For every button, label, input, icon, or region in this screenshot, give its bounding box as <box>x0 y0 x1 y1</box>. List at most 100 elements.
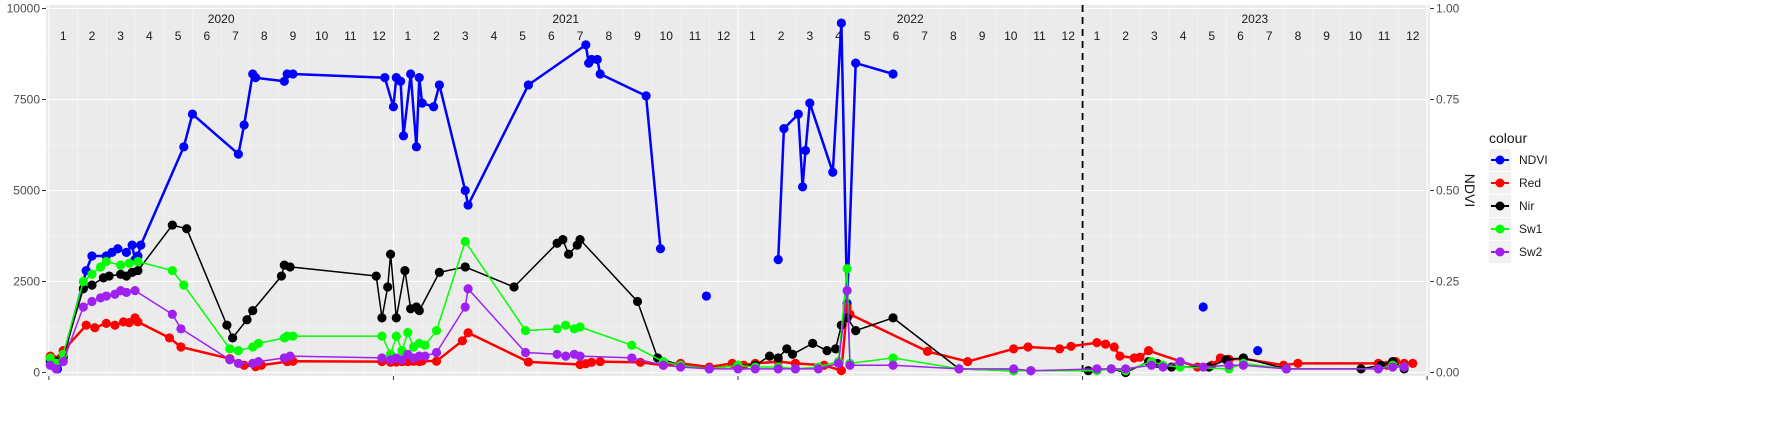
data-point-nir <box>782 344 792 354</box>
data-point-sw2 <box>397 355 407 365</box>
data-point-ndvi <box>793 109 803 119</box>
data-point-sw1 <box>101 256 111 267</box>
data-point-red <box>81 320 91 330</box>
month-label: 9 <box>290 29 297 43</box>
data-point-red <box>523 357 533 367</box>
data-point-red <box>176 342 186 352</box>
month-label: 11 <box>1033 29 1046 43</box>
data-point-ndvi <box>411 142 422 152</box>
data-point-sw1 <box>45 353 55 363</box>
series-ndvi <box>45 40 666 374</box>
data-point-sw2 <box>552 349 562 359</box>
data-point-sw2 <box>790 364 801 374</box>
legend-label: NDVI <box>1519 153 1548 167</box>
data-point-ndvi <box>417 98 427 108</box>
data-point-sw2 <box>101 291 111 301</box>
data-point-sw1 <box>403 327 413 338</box>
data-point-sw1 <box>575 322 585 332</box>
data-point-sw2 <box>130 286 140 296</box>
series-ndvi <box>1198 302 1208 312</box>
data-point-sw2 <box>813 364 823 374</box>
data-point-sw1 <box>627 340 637 350</box>
month-label: 7 <box>921 29 928 43</box>
data-point-sw1 <box>225 344 235 354</box>
legend-label: Sw2 <box>1519 245 1543 259</box>
month-label: 6 <box>893 29 900 43</box>
data-point-sw1 <box>288 331 298 341</box>
data-point-nir <box>509 282 519 292</box>
month-label: 2 <box>89 29 96 43</box>
data-point-red <box>1100 339 1111 349</box>
month-label: 2 <box>1122 29 1129 43</box>
month-label: 8 <box>261 29 268 43</box>
data-point-nir <box>182 224 192 234</box>
data-point-nir <box>228 333 238 343</box>
data-point-sw2 <box>431 347 442 358</box>
month-label: 4 <box>1180 29 1187 43</box>
right-axis-tick-label: 1.00 <box>1436 2 1460 16</box>
data-point-ndvi <box>641 91 651 101</box>
data-point-ndvi <box>396 76 406 86</box>
data-point-red <box>110 320 120 330</box>
data-point-sw2 <box>888 360 898 370</box>
data-point-sw2 <box>377 353 387 363</box>
month-label: 7 <box>1266 29 1273 43</box>
data-point-sw2 <box>1198 362 1208 372</box>
month-label: 5 <box>175 29 182 43</box>
data-point-red <box>1109 342 1119 352</box>
month-label: 10 <box>315 29 329 43</box>
data-point-sw2 <box>225 355 235 365</box>
axes: 0 2500 5000 7500 10000 0.00 0.25 0.50 0.75 1.00 <box>7 2 1460 380</box>
data-point-red <box>101 318 111 328</box>
data-point-nir <box>632 296 643 307</box>
data-point-sw1 <box>561 320 571 330</box>
data-point-sw2 <box>1106 364 1116 374</box>
data-point-nir <box>575 235 585 245</box>
data-point-sw1 <box>552 324 562 334</box>
legend-item-nir: Nir <box>1489 195 1534 217</box>
data-point-sw1 <box>431 326 442 336</box>
month-label: 8 <box>950 29 957 43</box>
month-label: 11 <box>344 29 357 43</box>
data-point-ndvi <box>460 185 470 196</box>
data-point-nir <box>285 262 295 272</box>
data-point-red <box>963 356 973 367</box>
legend: colour NDVI Red Nir Sw1 Sw2 <box>1489 130 1548 263</box>
data-point-sw1 <box>420 340 430 350</box>
data-point-ndvi <box>87 251 97 261</box>
data-point-sw2 <box>176 324 186 334</box>
data-point-sw2 <box>1224 360 1234 370</box>
month-label: 3 <box>806 29 813 43</box>
data-point-ndvi <box>239 120 249 130</box>
data-point-ndvi <box>773 255 783 265</box>
data-point-nir <box>822 346 832 356</box>
data-point-nir <box>167 220 177 230</box>
month-label: 5 <box>864 29 871 43</box>
data-point-ndvi <box>121 247 131 257</box>
month-label: 8 <box>605 29 612 43</box>
data-point-sw1 <box>253 338 264 348</box>
data-point-red <box>922 346 933 356</box>
data-point-nir <box>787 349 798 359</box>
data-point-nir <box>222 320 232 330</box>
year-label-2020: 2020 <box>208 12 235 26</box>
month-label: 11 <box>1378 29 1391 43</box>
data-point-nir <box>773 353 783 363</box>
data-point-nir <box>242 315 252 325</box>
data-point-red <box>1092 338 1102 348</box>
data-point-red <box>164 333 175 343</box>
data-point-sw2 <box>167 309 177 319</box>
data-point-sw2 <box>285 351 295 361</box>
month-label: 1 <box>1094 29 1101 43</box>
data-point-sw2 <box>561 351 571 361</box>
data-point-nir <box>888 313 898 323</box>
data-point-sw1 <box>520 326 531 336</box>
legend-label: Nir <box>1519 199 1534 213</box>
data-point-nir <box>248 306 258 316</box>
data-point-ndvi <box>592 54 602 65</box>
month-label: 10 <box>660 29 674 43</box>
data-point-nir <box>764 351 775 361</box>
data-point-red <box>90 323 100 333</box>
month-label: 5 <box>519 29 526 43</box>
data-point-red <box>133 317 143 327</box>
